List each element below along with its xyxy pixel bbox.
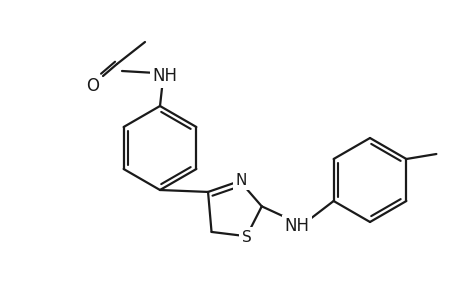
Text: NH: NH [152,67,177,85]
Text: N: N [235,172,246,188]
Text: NH: NH [284,217,308,235]
Text: O: O [86,77,99,95]
Text: S: S [241,230,251,245]
